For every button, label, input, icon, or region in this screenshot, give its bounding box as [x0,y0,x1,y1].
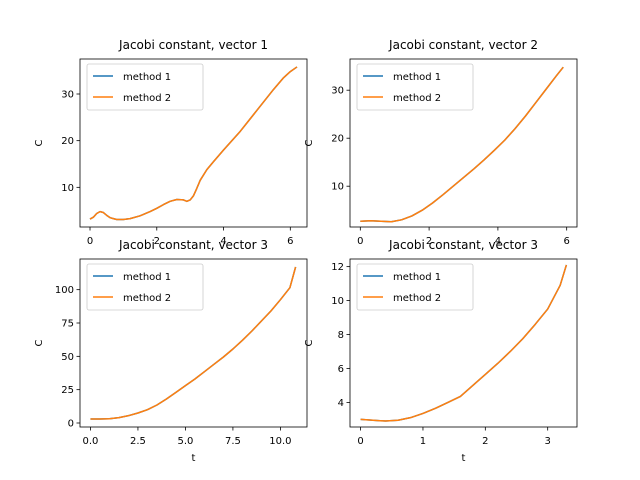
y-tick-label: 100 [55,285,74,296]
legend: method 1 method 2 [356,263,474,311]
x-tick-label: 0.0 [82,436,98,447]
y-tick-label: 0 [68,419,74,430]
legend-box [356,63,474,111]
y-tick-label: 12 [331,262,344,273]
legend: method 1 method 2 [86,263,204,311]
y-tick-label: 25 [61,385,74,396]
x-tick-label: 10.0 [269,436,291,447]
x-tick-label: 0 [357,236,363,247]
legend: method 1 method 2 [86,63,204,111]
y-axis-label: C [304,139,315,146]
chart-title: Jacobi constant, vector 1 [118,38,268,52]
y-tick-label: 4 [338,398,344,409]
x-axis-label: t [192,453,196,464]
y-tick-label: 10 [61,183,74,194]
subplot-1: 0 2 4 6 10 20 30 Jacobi constant, vector 1 Cmeth… [34,38,308,247]
legend-label: method 2 [123,293,171,304]
x-tick-label: 2.5 [130,436,146,447]
axes-frame [79,258,308,428]
legend-label: method 1 [123,272,171,283]
y-tick-label: 30 [61,90,74,101]
x-tick-label: 2 [482,436,488,447]
chart-title: Jacobi constant, vector 3 [388,238,538,252]
y-tick-label: 6 [338,364,344,375]
y-axis-label: C [304,339,315,346]
legend-label: method 1 [393,272,441,283]
legend-label: method 2 [393,293,441,304]
y-tick-label: 75 [61,319,74,330]
y-tick-label: 50 [61,352,74,363]
chart-title: Jacobi constant, vector 2 [388,38,538,52]
legend-box [86,63,204,111]
legend-box [356,263,474,311]
axes-frame [349,58,578,228]
y-tick-label: 20 [61,136,74,147]
y-tick-label: 10 [331,182,344,193]
series-line-2 [360,264,568,422]
y-tick-label: 10 [331,296,344,307]
series-line-2 [89,66,298,221]
y-tick-label: 8 [338,330,344,341]
x-tick-label: 3 [545,436,551,447]
x-tick-label: 6 [287,236,293,247]
x-tick-label: 0 [87,236,93,247]
axes-frame [79,58,308,228]
subplot-3: 0.0 2.5 5.0 7.5 10.0 0 25 50 75 100 Jacobi constan… [34,238,308,464]
x-tick-label: 2 [426,236,432,247]
x-tick-label: 4 [220,236,226,247]
y-axis-label: C [34,339,45,346]
series-line-2 [90,266,297,420]
x-tick-label: 6 [563,236,569,247]
x-axis-label: t [462,453,466,464]
x-tick-label: 1 [420,436,426,447]
legend-label: method 2 [393,93,441,104]
legend-label: method 1 [123,72,171,83]
y-tick-label: 30 [331,86,344,97]
legend-box [86,263,204,311]
legend-label: method 1 [393,72,441,83]
x-tick-label: 5.0 [177,436,193,447]
legend: method 1 method 2 [356,63,474,111]
series-line-2 [360,66,564,223]
y-axis-label: C [34,139,45,146]
subplot-2: 0 2 4 6 10 20 30 Jacobi constant, vector 2 Cmeth… [304,38,578,247]
x-tick-label: 2 [154,236,160,247]
y-tick-label: 20 [331,134,344,145]
axes-frame [349,258,578,428]
chart-title: Jacobi constant, vector 3 [118,238,268,252]
x-tick-label: 7.5 [225,436,241,447]
x-tick-label: 4 [495,236,501,247]
legend-label: method 2 [123,93,171,104]
x-tick-label: 0 [357,436,363,447]
